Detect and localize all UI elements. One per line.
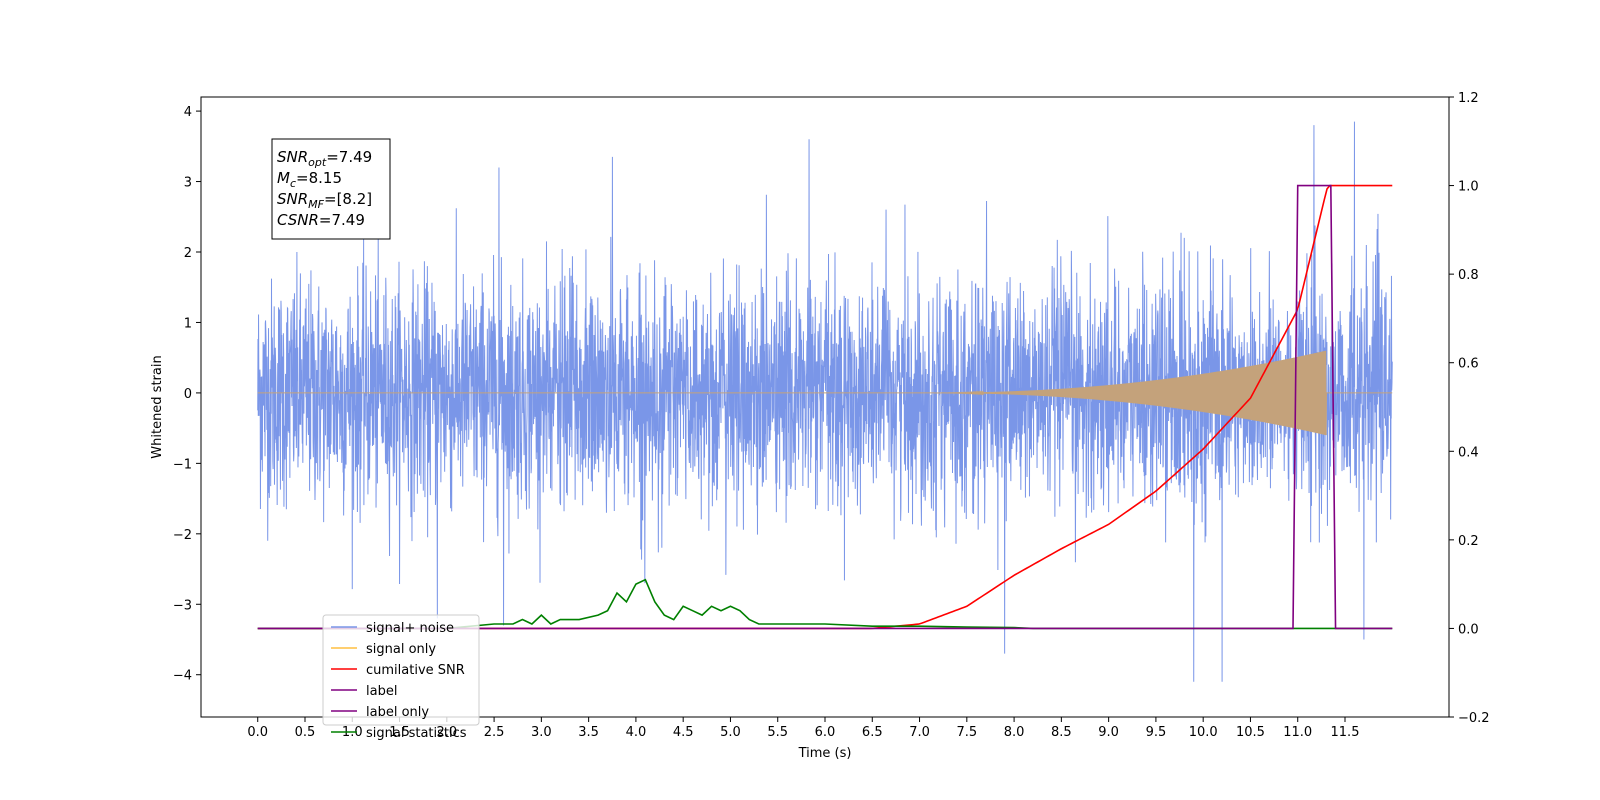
y-axis-right: 1.2 1.0 0.8 0.6 0.4 0.2 0.0 −0.2: [1449, 91, 1490, 726]
info-line-name: SNR: [277, 148, 308, 166]
legend-label: label: [366, 684, 397, 699]
info-line-subscript: MF: [308, 198, 324, 211]
legend-label: signal statistics: [366, 726, 467, 741]
x-tick-label: 9.0: [1098, 725, 1119, 740]
y-axis-left: 4 3 2 1 0 −1 −2 −3 −4: [173, 105, 201, 684]
y-tick-label: 0: [184, 387, 192, 402]
legend-frame: [322, 614, 480, 726]
info-line: SNRopt=7.49: [277, 148, 372, 169]
x-tick-label: 2.0: [436, 725, 457, 740]
x-tick-label: 6.5: [862, 725, 883, 740]
legend-label: signal only: [366, 642, 436, 657]
info-line-subscript: opt: [308, 156, 327, 169]
x-tick-label: 1.5: [389, 725, 410, 740]
y2-tick-label: 0.6: [1458, 357, 1479, 372]
series-signal-noise: [257, 121, 1393, 682]
y-tick-label: 3: [184, 176, 192, 191]
x-tick-label: 8.0: [1004, 725, 1025, 740]
x-tick-label: 10.0: [1189, 725, 1218, 740]
y2-tick-label: 1.2: [1458, 91, 1479, 106]
x-axis: 0.0 0.5 1.0 1.5 2.0 2.5 3.0 3.5 4.0 4.5 5.0 5.5 6.0 6…: [247, 717, 1359, 740]
y2-tick-label: 1.0: [1458, 180, 1479, 195]
x-tick-label: 7.5: [956, 725, 977, 740]
x-tick-label: 6.0: [815, 725, 836, 740]
y2-tick-label: 0.8: [1458, 268, 1479, 283]
x-tick-label: 11.0: [1283, 725, 1312, 740]
legend: signal+ noise signal only cumilative SNR la…: [322, 614, 480, 741]
info-line-subscript: c: [290, 177, 296, 190]
y2-tick-label: 0.2: [1458, 534, 1479, 549]
x-tick-label: 7.0: [909, 725, 930, 740]
y-tick-label: −3: [173, 598, 192, 613]
x-tick-label: 0.0: [247, 725, 268, 740]
y-tick-label: −1: [173, 457, 192, 472]
x-tick-label: 3.0: [531, 725, 552, 740]
series-signal-only: [257, 350, 1393, 436]
x-tick-label: 4.5: [673, 725, 694, 740]
info-line-value: =8.15: [296, 169, 342, 187]
x-tick-label: 2.5: [484, 725, 505, 740]
legend-label: label only: [366, 705, 429, 720]
info-line-value: =7.49: [326, 148, 372, 166]
y2-tick-label: 0.4: [1458, 445, 1479, 460]
info-line-name: M: [277, 169, 290, 187]
y-axis-label: Whitened strain: [150, 355, 165, 458]
x-tick-label: 8.5: [1051, 725, 1072, 740]
info-line: CSNR=7.49: [277, 211, 365, 229]
y2-tick-label: 0.0: [1458, 622, 1479, 637]
y-tick-label: 1: [184, 316, 192, 331]
x-axis-label: Time (s): [798, 746, 852, 761]
series-label: [257, 184, 1393, 630]
series-signal-statistics: [257, 578, 1393, 630]
info-line: SNRMF=[8.2]: [277, 190, 372, 211]
y-tick-label: 2: [184, 246, 192, 261]
x-tick-label: 3.5: [578, 725, 599, 740]
y-tick-label: −2: [173, 528, 192, 543]
y-tick-label: −4: [173, 669, 192, 684]
x-tick-label: 5.0: [720, 725, 741, 740]
y2-tick-label: −0.2: [1458, 711, 1490, 726]
legend-label: signal+ noise: [366, 621, 454, 636]
info-line-value: =[8.2]: [324, 190, 372, 208]
x-tick-label: 4.0: [626, 725, 647, 740]
info-box-frame: [271, 138, 391, 240]
x-tick-label: 0.5: [295, 725, 316, 740]
x-tick-label: 11.5: [1331, 725, 1360, 740]
info-line-name: CSNR: [277, 211, 319, 229]
y-tick-label: 4: [184, 105, 192, 120]
x-tick-label: 10.5: [1236, 725, 1265, 740]
info-line-name: SNR: [277, 190, 308, 208]
x-tick-label: 5.5: [767, 725, 788, 740]
x-tick-label: 9.5: [1146, 725, 1167, 740]
info-line-value: =7.49: [319, 211, 365, 229]
info-line: Mc=8.15: [277, 169, 342, 190]
legend-label: cumilative SNR: [366, 663, 465, 678]
